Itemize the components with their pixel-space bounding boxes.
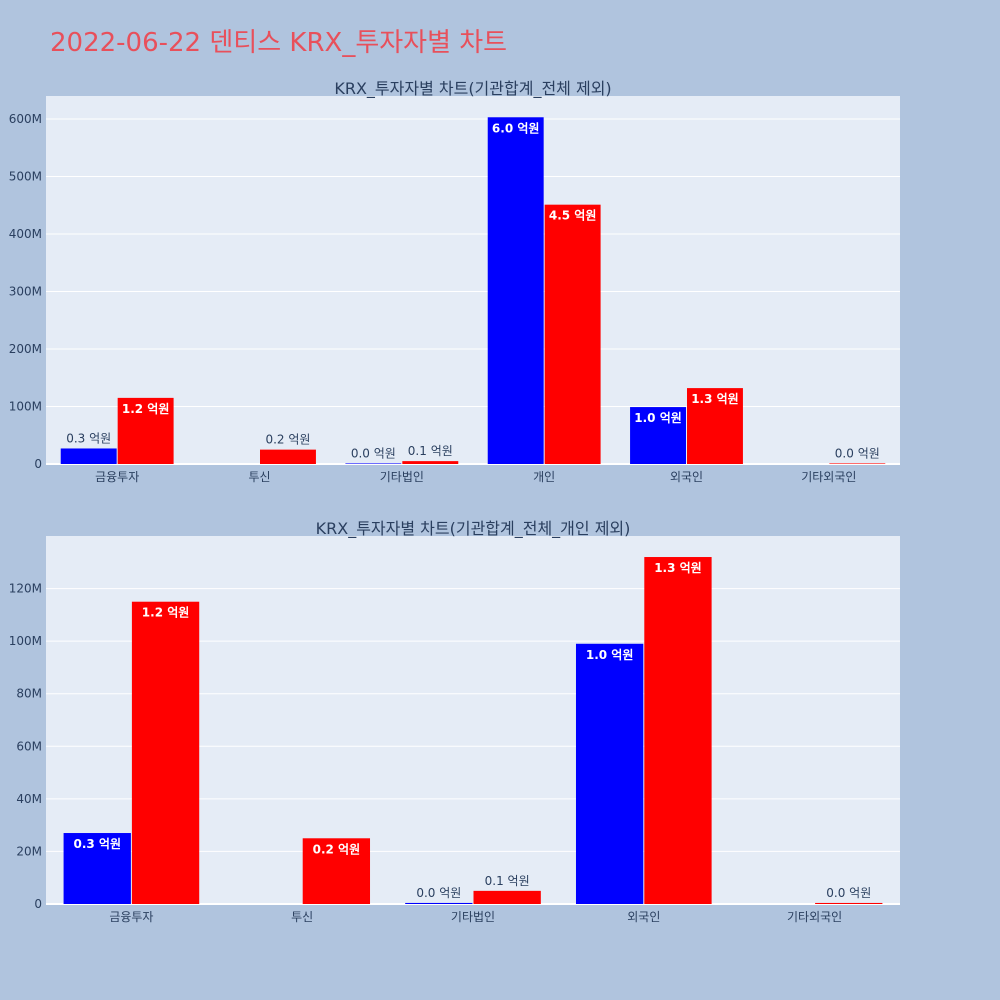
- bar: [60, 448, 117, 464]
- x-tick-label: 기타법인: [380, 470, 424, 484]
- bar: [63, 833, 131, 904]
- x-tick-label: 금융투자: [109, 910, 153, 924]
- chart-subtitle: KRX_투자자별 차트(기관합계_전체_개인 제외): [316, 519, 631, 539]
- bar: [487, 117, 544, 465]
- y-tick-label: 20M: [16, 844, 42, 858]
- page-title: 2022-06-22 덴티스 KRX_투자자별 차트: [50, 28, 508, 58]
- bar: [473, 890, 541, 904]
- plot-area: [46, 96, 900, 464]
- x-tick-label: 투신: [291, 910, 313, 924]
- y-tick-label: 600M: [9, 112, 42, 126]
- bar: [302, 838, 371, 904]
- data-label: 0.0 억원: [826, 886, 871, 900]
- bar: [402, 461, 459, 464]
- chart-subtitle: KRX_투자자별 차트(기관합계_전체 제외): [334, 79, 611, 99]
- data-label: 1.3 억원: [691, 392, 739, 406]
- data-label: 0.2 억원: [265, 433, 310, 447]
- y-tick-label: 0: [34, 457, 42, 471]
- data-label: 1.0 억원: [634, 411, 682, 425]
- bar: [405, 902, 473, 904]
- data-label: 0.0 억원: [351, 446, 396, 460]
- y-tick-label: 100M: [9, 634, 42, 648]
- data-label: 0.1 억원: [485, 874, 530, 888]
- chart-bottom: 0 20M 40M 60M 80M 100M 120M KRX_투자자별 차트(기관합계_전체…: [9, 519, 900, 924]
- data-label: 0.0 억원: [835, 446, 880, 460]
- y-tick-label: 120M: [9, 582, 42, 596]
- data-label: 0.0 억원: [416, 886, 461, 900]
- bar: [644, 557, 712, 904]
- data-label: 0.1 억원: [408, 444, 453, 458]
- data-label: 6.0 억원: [492, 121, 540, 135]
- bar: [630, 407, 686, 464]
- bar: [829, 463, 886, 464]
- y-tick-label: 0: [34, 897, 42, 911]
- y-tick-label: 40M: [16, 792, 42, 806]
- data-label: 1.3 억원: [654, 561, 702, 575]
- y-tick-label: 500M: [9, 170, 42, 184]
- data-label: 1.0 억원: [586, 648, 634, 662]
- bar: [687, 388, 743, 464]
- bar: [260, 449, 316, 464]
- y-tick-label: 60M: [16, 739, 42, 753]
- y-tick-label: 100M: [9, 400, 42, 414]
- data-label: 1.2 억원: [122, 402, 170, 416]
- x-tick-label: 투신: [248, 470, 270, 484]
- x-tick-label: 개인: [533, 470, 555, 484]
- chart-top: 0 100M 200M 300M 400M 500M 600M KRX_투자자별 차트(기관합…: [9, 79, 900, 484]
- y-tick-label: 300M: [9, 285, 42, 299]
- y-tick-label: 400M: [9, 227, 42, 241]
- x-tick-label: 외국인: [627, 910, 660, 924]
- data-label: 1.2 억원: [142, 606, 190, 620]
- x-tick-label: 기타외국인: [787, 910, 842, 924]
- x-tick-label: 기타법인: [451, 910, 495, 924]
- data-label: 0.3 억원: [66, 431, 111, 445]
- data-label: 4.5 억원: [549, 209, 597, 223]
- x-tick-label: 외국인: [670, 470, 703, 484]
- y-tick-label: 80M: [16, 687, 42, 701]
- x-tick-label: 금융투자: [95, 470, 139, 484]
- x-tick-label: 기타외국인: [801, 470, 856, 484]
- bar: [544, 204, 601, 465]
- bar: [575, 643, 644, 904]
- y-tick-label: 200M: [9, 342, 42, 356]
- bar: [345, 463, 402, 464]
- bar: [131, 601, 200, 904]
- data-label: 0.3 억원: [73, 837, 121, 851]
- bar: [117, 397, 174, 464]
- data-label: 0.2 억원: [313, 842, 361, 856]
- bar: [815, 902, 883, 904]
